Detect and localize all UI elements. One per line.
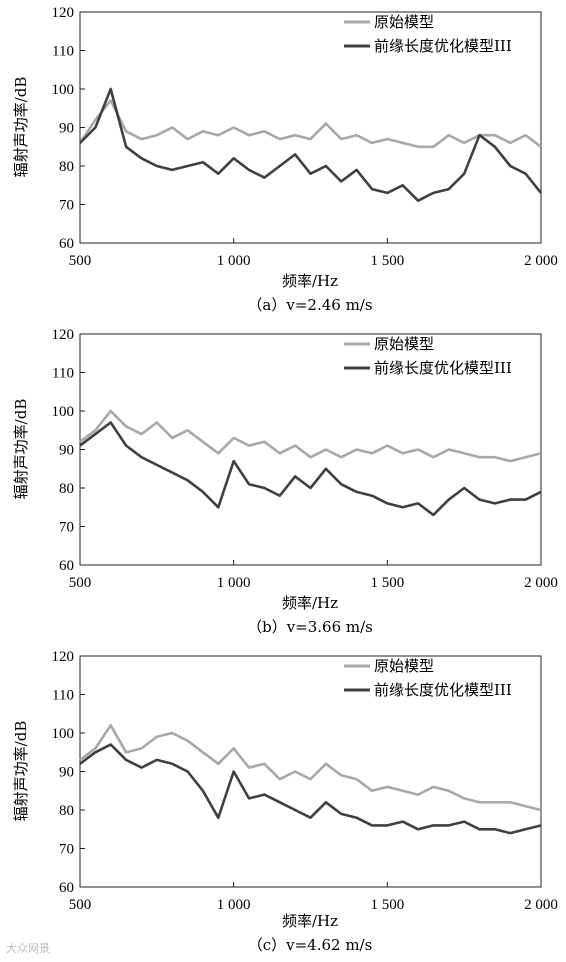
- x-axis-label: 频率/Hz: [282, 272, 338, 290]
- legend-label-optimized: 前缘长度优化模型III: [374, 37, 512, 55]
- series-line-original: [79, 724, 542, 812]
- y-tick-label: 70: [59, 520, 74, 536]
- legend-label-original: 原始模型: [374, 657, 434, 675]
- series-line-original: [79, 409, 542, 463]
- legend: 原始模型 前缘长度优化模型III: [344, 13, 512, 55]
- x-tick-label: 2 000: [524, 897, 558, 913]
- x-tick-label: 1 500: [370, 897, 404, 913]
- series-line-optimized: [79, 421, 542, 517]
- chart-panel-b: 辐射声功率/dB 60 70 80 90 100 110 120 500 1 000 1 500 2…: [12, 327, 558, 636]
- x-tick-label: 1 000: [217, 897, 251, 913]
- y-axis-label: 辐射声功率/dB: [12, 721, 30, 822]
- x-tick-label: 1 000: [217, 253, 251, 269]
- y-tick-label: 80: [59, 803, 74, 819]
- y-tick-label: 110: [52, 366, 74, 382]
- legend-label-original: 原始模型: [374, 13, 434, 31]
- y-tick-label: 90: [59, 121, 74, 137]
- series-line-original: [78, 99, 542, 149]
- y-axis-title: 辐射声功率/dB: [12, 399, 30, 500]
- y-tick-label: 100: [52, 404, 75, 420]
- legend-label-optimized: 前缘长度优化模型III: [374, 681, 512, 699]
- y-tick-label: 100: [52, 726, 75, 742]
- x-tick-label: 1 500: [370, 575, 404, 591]
- y-axis-label: 辐射声功率/dB: [12, 399, 30, 500]
- chart-panel-a: 辐射声功率/dB 60 70 80 90 100 110 120 500 1 000 1 500 2…: [12, 5, 558, 314]
- watermark: 大众网景: [6, 942, 50, 955]
- y-tick-label: 60: [59, 558, 74, 574]
- figure-caption: （c）v=4.62 m/s: [248, 936, 373, 954]
- series-line-optimized: [79, 743, 542, 835]
- y-tick-label: 60: [59, 236, 74, 252]
- y-tick-label: 90: [59, 765, 74, 781]
- y-axis-label: 辐射声功率/dB: [12, 77, 30, 178]
- y-tick-label: 90: [59, 443, 74, 459]
- y-tick-label: 120: [52, 327, 75, 343]
- legend-label-original: 原始模型: [374, 335, 434, 353]
- y-axis-title: 辐射声功率/dB: [12, 77, 30, 178]
- series-line-optimized: [79, 87, 543, 202]
- figure-caption: （a）v=2.46 m/s: [247, 296, 372, 314]
- chart-panel-c: 辐射声功率/dB 60 70 80 90 100 110 120 500 1 000 1 500 2…: [12, 649, 558, 954]
- x-tick-label: 1 500: [370, 253, 404, 269]
- y-tick-label: 60: [59, 880, 74, 896]
- legend-label-optimized: 前缘长度优化模型III: [374, 359, 512, 377]
- legend: 原始模型 前缘长度优化模型III: [344, 657, 512, 699]
- y-tick-label: 120: [52, 5, 75, 21]
- y-tick-label: 100: [52, 82, 75, 98]
- figure-caption: （b）v=3.66 m/s: [247, 618, 373, 636]
- y-tick-label: 80: [59, 159, 74, 175]
- x-tick-label: 500: [69, 575, 92, 591]
- x-tick-label: 2 000: [524, 253, 558, 269]
- y-tick-label: 120: [52, 649, 75, 665]
- x-axis-label: 频率/Hz: [282, 912, 338, 930]
- y-tick-label: 110: [52, 44, 74, 60]
- y-tick-label: 110: [52, 688, 74, 704]
- x-tick-label: 500: [69, 253, 92, 269]
- x-tick-label: 2 000: [524, 575, 558, 591]
- x-tick-label: 500: [69, 897, 92, 913]
- y-tick-label: 70: [59, 842, 74, 858]
- y-tick-label: 70: [59, 198, 74, 214]
- y-tick-label: 80: [59, 481, 74, 497]
- y-axis-title: 辐射声功率/dB: [12, 721, 30, 822]
- legend: 原始模型 前缘长度优化模型III: [344, 335, 512, 377]
- x-tick-label: 1 000: [217, 575, 251, 591]
- x-axis-label: 频率/Hz: [282, 594, 338, 612]
